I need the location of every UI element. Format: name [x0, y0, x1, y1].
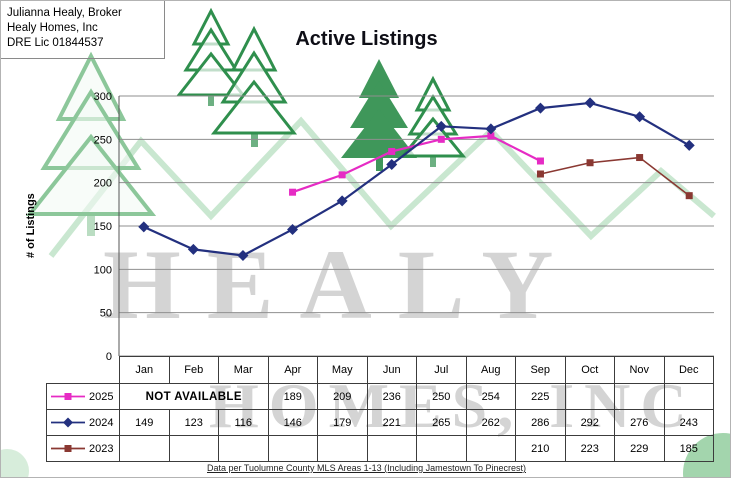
data-table: Jan Feb Mar Apr May Jun Jul Aug Sep Oct Nov Dec 2025…	[46, 356, 714, 462]
value-cell-2025-Aug: 254	[465, 383, 516, 410]
table-row-2024: 2024 149 123 116 146 179 221 265 262 286 292 276 243	[46, 409, 714, 436]
month-header: Sep	[515, 356, 566, 384]
leaf-corner-shape	[1, 449, 29, 477]
value-cell-2024-Oct: 292	[564, 409, 615, 436]
broker-license: DRE Lic 01844537	[7, 36, 104, 49]
legend-cell-2023: 2023	[46, 435, 120, 462]
value-cell-2024-Jun: 221	[366, 409, 417, 436]
legend-square-icon	[51, 393, 85, 401]
value-cell-2023-Feb	[168, 435, 219, 462]
value-cell-2023-Apr	[267, 435, 318, 462]
value-cell-2025-Sep: 225	[515, 383, 566, 410]
value-cell-2024-May: 179	[317, 409, 368, 436]
value-cell-2023-Nov: 229	[614, 435, 665, 462]
watermark-text-healy: HEALY	[103, 229, 580, 340]
month-header-row: Jan Feb Mar Apr May Jun Jul Aug Sep Oct Nov Dec	[47, 356, 714, 384]
broker-name: Julianna Healy, Broker	[7, 7, 122, 19]
legend-cell-2024: 2024	[46, 409, 120, 436]
value-cell-2023-Jan	[119, 435, 170, 462]
value-cell-2024-Aug: 262	[465, 409, 516, 436]
legend-diamond-icon	[51, 417, 85, 428]
pine-tree-icon	[175, 7, 247, 106]
table-row-2023: 2023 210 223 229 185	[46, 435, 714, 462]
pine-tree-icon	[399, 75, 467, 167]
value-cell-2025-Nov	[614, 383, 665, 410]
value-cell-2024-Feb: 123	[168, 409, 219, 436]
month-header: Nov	[614, 356, 665, 384]
value-cell-2024-Mar: 116	[218, 409, 269, 436]
legend-square-icon	[51, 445, 85, 453]
value-cell-2023-Jun	[366, 435, 417, 462]
month-header: Aug	[465, 356, 516, 384]
broker-company: Healy Homes, Inc	[7, 21, 98, 34]
table-corner-cell	[47, 357, 120, 384]
table-row-2025: 2025 NOT AVAILABLE 189 209 236 250 254 225	[46, 383, 714, 410]
chart-title: Active Listings	[295, 28, 438, 50]
series-year-label: 2023	[89, 442, 114, 455]
value-cell-2024-Dec: 243	[663, 409, 714, 436]
month-header: Jul	[416, 356, 467, 384]
month-header: Apr	[267, 356, 318, 384]
month-header: Feb	[168, 356, 219, 384]
month-header: Jan	[119, 356, 170, 384]
broker-info: Julianna Healy, Broker Healy Homes, Inc …	[1, 1, 165, 59]
value-cell-2023-Mar	[218, 435, 269, 462]
source-note: Data per Tuolumne County MLS Areas 1-13 …	[207, 463, 526, 473]
not-available-cell: NOT AVAILABLE	[119, 383, 269, 410]
month-header: Jun	[366, 356, 417, 384]
pine-tree-icon	[25, 51, 157, 236]
value-cell-2025-Oct	[564, 383, 615, 410]
value-cell-2024-Jan: 149	[119, 409, 170, 436]
legend-cell-2025: 2025	[46, 383, 120, 410]
value-cell-2025-Jun: 236	[366, 383, 417, 410]
month-header: May	[317, 356, 368, 384]
value-cell-2023-Dec: 185	[663, 435, 714, 462]
value-cell-2024-Nov: 276	[614, 409, 665, 436]
value-cell-2025-Jul: 250	[416, 383, 467, 410]
value-cell-2023-Sep: 210	[515, 435, 566, 462]
y-axis-title: # of Listings	[25, 193, 37, 259]
value-cell-2025-May: 209	[317, 383, 368, 410]
value-cell-2023-Aug	[465, 435, 516, 462]
value-cell-2023-May	[317, 435, 368, 462]
value-cell-2024-Sep: 286	[515, 409, 566, 436]
value-cell-2024-Apr: 146	[267, 409, 318, 436]
value-cell-2024-Jul: 265	[416, 409, 467, 436]
series-year-label: 2024	[89, 416, 114, 429]
month-header: Mar	[218, 356, 269, 384]
value-cell-2025-Dec	[663, 383, 714, 410]
value-cell-2023-Jul	[416, 435, 467, 462]
series-year-label: 2025	[89, 390, 114, 403]
value-cell-2025-Apr: 189	[267, 383, 318, 410]
month-header: Dec	[663, 356, 714, 384]
month-header: Oct	[564, 356, 615, 384]
value-cell-2023-Oct: 223	[564, 435, 615, 462]
